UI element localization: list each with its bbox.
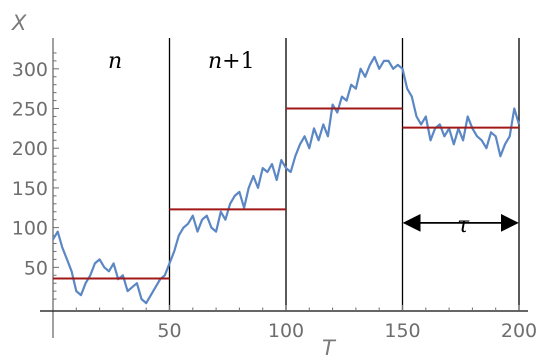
annotations: X T n n+1 τ [11,11,519,358]
interval-means [53,107,519,280]
y-axis-label: X [11,11,27,35]
y-tick-label: 300 [12,59,48,81]
annotation-n-plus-1: n+1 [208,49,255,74]
x-tick-label: 100 [268,320,304,342]
x-tick-label: 200 [501,320,537,342]
annotation-n-plus-1-var: n [208,49,222,74]
x-axis-label: T [322,336,337,358]
interval-dividers [168,38,520,311]
annotation-n: n [108,49,122,74]
x-tick-label: 50 [157,320,181,342]
annotation-tau: τ [457,213,470,238]
axes [40,38,528,338]
y-tick-label: 200 [12,138,48,160]
y-tick-label: 250 [12,99,48,121]
y-tick-label: 150 [12,178,48,200]
axis-ticks: 50 100 150 200 250 300 50 100 150 200 [12,52,537,342]
x-tick-label: 150 [384,320,420,342]
y-tick-label: 50 [24,257,48,279]
annotation-n-plus-1-rest: +1 [222,49,254,74]
y-tick-label: 100 [12,218,48,240]
